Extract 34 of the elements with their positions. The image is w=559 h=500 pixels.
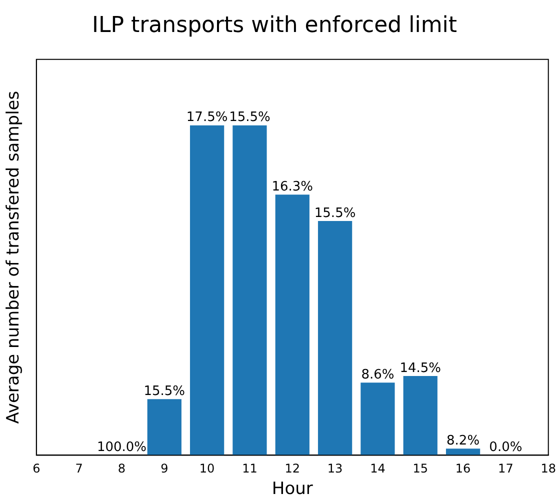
annotation: 0.0% [489, 440, 522, 456]
y-axis-title: Average number of transfered samples [4, 90, 24, 424]
x-tick-label: 7 [75, 462, 83, 476]
x-tick-label: 15 [412, 462, 428, 476]
bar [190, 125, 224, 456]
bar [275, 194, 310, 456]
annotation: 8.2% [446, 433, 480, 448]
annotation: 15.5% [229, 110, 270, 126]
annotation: 17.5% [186, 110, 228, 126]
x-tick-label: 17 [498, 462, 514, 476]
x-tick-label: 16 [455, 462, 471, 476]
annotation: 15.5% [314, 206, 356, 221]
annotation: 16.3% [272, 180, 314, 195]
x-tick-label: 13 [327, 462, 343, 476]
x-tick-label: 18 [540, 462, 556, 476]
x-axis-title: Hour [272, 479, 313, 500]
bar [446, 448, 480, 456]
bar [403, 376, 438, 456]
bar [318, 221, 352, 456]
annotation: 100.0% [96, 440, 147, 456]
x-tick-label: 11 [242, 462, 258, 476]
x-tick-label: 8 [118, 462, 126, 476]
annotation: 15.5% [144, 384, 186, 400]
annotation: 14.5% [400, 360, 442, 376]
chart-title: ILP transports with enforced limit [92, 12, 458, 38]
x-tick-label: 14 [370, 462, 386, 476]
x-tick-label: 12 [284, 462, 300, 476]
bar [360, 382, 395, 456]
bar [232, 125, 267, 456]
x-tick-label: 6 [32, 462, 40, 476]
x-tick-label: 10 [199, 462, 215, 476]
x-tick-label: 9 [160, 462, 168, 476]
annotation: 8.6% [361, 368, 394, 383]
bar [147, 399, 182, 456]
